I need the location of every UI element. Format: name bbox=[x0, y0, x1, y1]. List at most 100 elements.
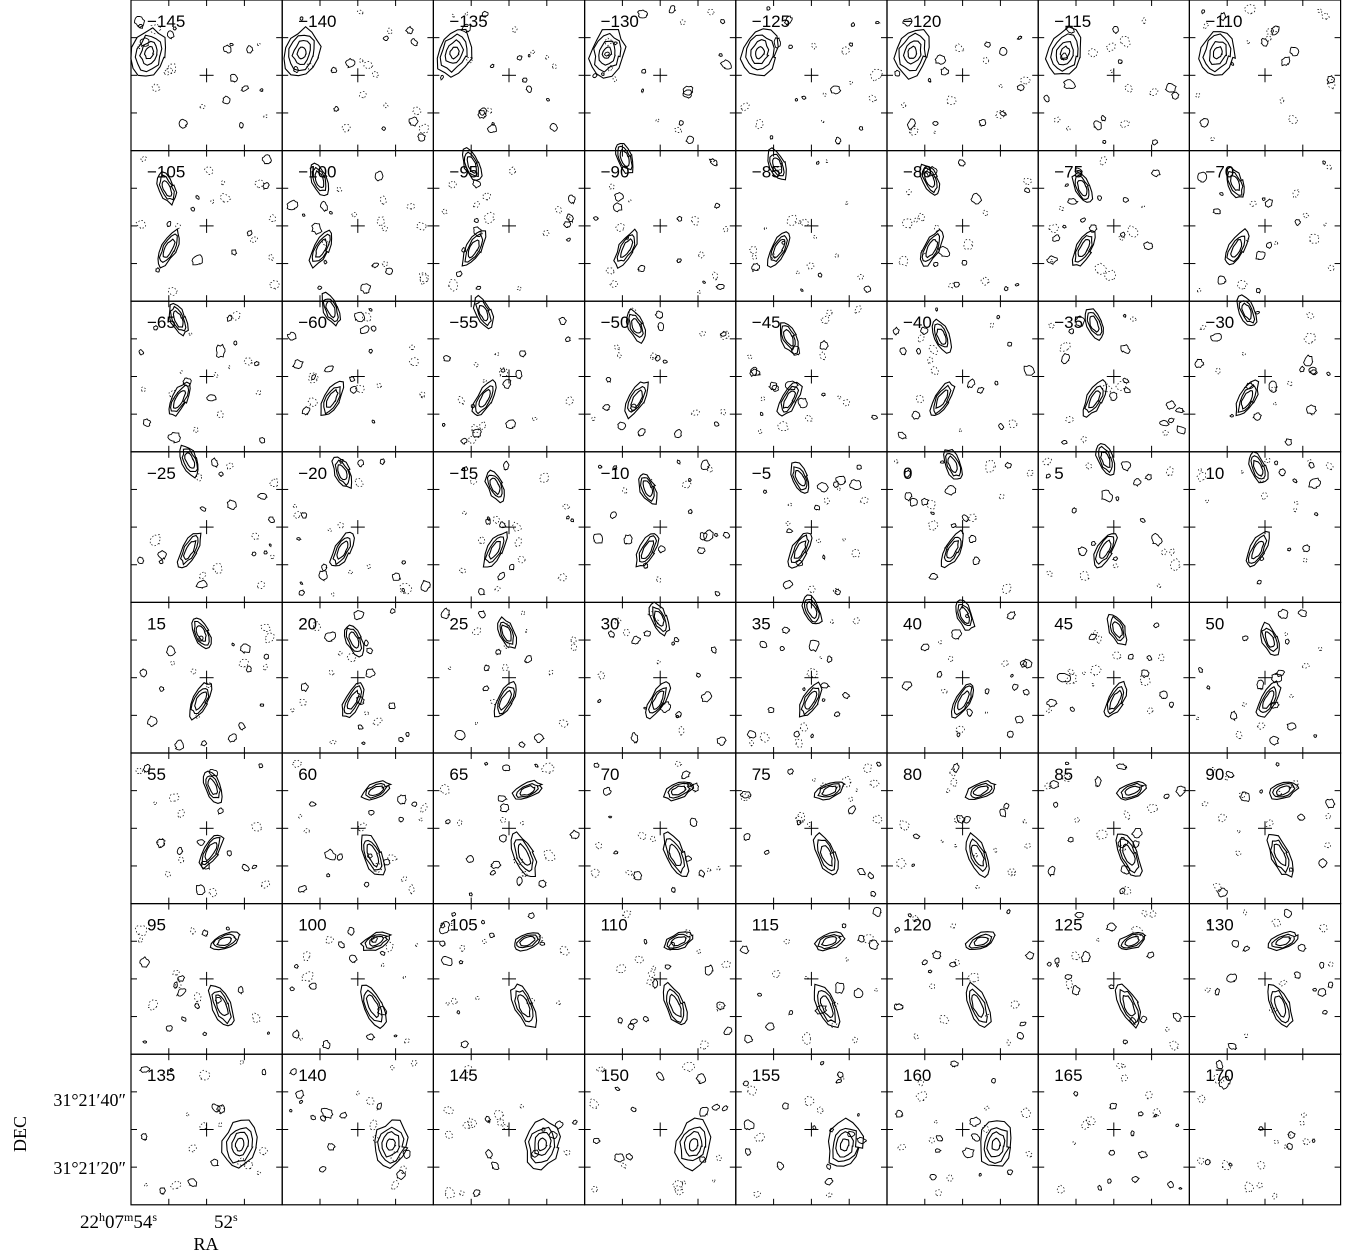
channel-panel: 50 bbox=[1188, 601, 1342, 754]
noise-contours bbox=[290, 608, 410, 745]
emission-contours bbox=[827, 1117, 865, 1167]
noise-contours bbox=[440, 10, 558, 133]
noise-contours bbox=[1196, 458, 1334, 585]
center-cross-marker bbox=[955, 971, 970, 986]
emission-contours bbox=[812, 781, 847, 876]
channel-velocity-label: 0 bbox=[903, 464, 912, 483]
panel-ticks bbox=[1189, 451, 1341, 603]
emission-contours bbox=[1114, 931, 1147, 1029]
channel-velocity-label: 45 bbox=[1054, 614, 1073, 633]
center-cross-marker bbox=[199, 670, 214, 685]
panel-ticks bbox=[1038, 451, 1190, 603]
emission-contours bbox=[1071, 171, 1096, 267]
emission-contours bbox=[919, 163, 945, 267]
channel-velocity-label: 5 bbox=[1054, 464, 1063, 483]
emission-contours bbox=[588, 28, 627, 79]
emission-contours bbox=[471, 294, 497, 417]
panel-ticks bbox=[282, 602, 434, 753]
channel-velocity-label: −60 bbox=[298, 313, 327, 332]
emission-contours bbox=[776, 322, 803, 417]
channel-velocity-label: −70 bbox=[1205, 163, 1234, 182]
center-cross-marker bbox=[502, 68, 516, 83]
panel-ticks bbox=[282, 903, 434, 1055]
panel-ticks bbox=[131, 903, 283, 1055]
center-cross-marker bbox=[955, 670, 970, 685]
noise-contours bbox=[739, 761, 883, 898]
channel-panel: −135 bbox=[432, 0, 586, 152]
panel-ticks bbox=[282, 150, 434, 302]
panel-ticks bbox=[1189, 753, 1341, 904]
channel-panel: −30 bbox=[1188, 294, 1342, 453]
channel-panel: −110 bbox=[1188, 0, 1342, 152]
panel-ticks bbox=[584, 602, 736, 753]
panel-ticks bbox=[735, 753, 887, 904]
noise-contours bbox=[291, 759, 428, 895]
noise-contours bbox=[1197, 1059, 1316, 1200]
panel-ticks bbox=[131, 0, 283, 151]
noise-contours bbox=[589, 1062, 729, 1196]
noise-contours bbox=[134, 925, 270, 1044]
panel-ticks bbox=[1038, 903, 1190, 1055]
noise-contours bbox=[137, 457, 279, 590]
channel-panel: −120 bbox=[886, 0, 1039, 152]
channel-velocity-label: 105 bbox=[449, 916, 477, 935]
emission-contours bbox=[1266, 781, 1300, 878]
emission-contours bbox=[674, 1117, 712, 1172]
channel-panel: −60 bbox=[281, 291, 435, 453]
emission-contours bbox=[1115, 780, 1148, 877]
center-cross-marker bbox=[350, 1122, 365, 1137]
channel-panel: 65 bbox=[432, 752, 586, 905]
noise-contours bbox=[1056, 1063, 1183, 1194]
emission-contours bbox=[813, 931, 846, 1029]
x-tick-label-1: 22h07m54s bbox=[80, 1210, 157, 1233]
emission-contours bbox=[374, 1119, 409, 1170]
panel-ticks bbox=[131, 602, 283, 753]
channel-panel: 140 bbox=[281, 1053, 435, 1206]
panel-ticks bbox=[1189, 1054, 1341, 1205]
channel-velocity-label: −140 bbox=[298, 12, 336, 31]
emission-contours bbox=[766, 147, 791, 268]
center-cross-marker bbox=[1258, 971, 1272, 986]
center-cross-marker bbox=[199, 821, 214, 836]
channel-panel: −55 bbox=[432, 294, 586, 453]
noise-contours bbox=[138, 311, 266, 444]
emission-contours bbox=[645, 601, 672, 720]
emission-contours bbox=[341, 624, 365, 719]
channel-velocity-label: −135 bbox=[449, 12, 487, 31]
channel-panel: 20 bbox=[281, 601, 435, 754]
panel-ticks bbox=[1189, 301, 1341, 452]
panel-ticks bbox=[1038, 753, 1190, 904]
panel-ticks bbox=[735, 0, 887, 151]
noise-contours bbox=[1043, 17, 1180, 146]
emission-contours bbox=[1082, 308, 1108, 418]
channel-panel: −35 bbox=[1037, 300, 1190, 453]
panel-ticks bbox=[584, 0, 736, 151]
noise-contours bbox=[892, 307, 1036, 440]
panel-ticks bbox=[735, 301, 887, 452]
panel-ticks bbox=[131, 753, 283, 904]
emission-contours bbox=[613, 143, 638, 269]
channel-panel: 15 bbox=[130, 601, 283, 754]
emission-contours bbox=[524, 1117, 561, 1171]
noise-contours bbox=[747, 305, 879, 435]
center-cross-marker bbox=[502, 821, 516, 836]
emission-contours bbox=[1245, 451, 1270, 568]
noise-contours bbox=[1204, 908, 1334, 1051]
panel-ticks bbox=[584, 150, 736, 302]
channel-velocity-label: 70 bbox=[601, 765, 620, 784]
channel-panel: −45 bbox=[735, 300, 888, 453]
noise-contours bbox=[439, 911, 570, 1049]
emission-contours bbox=[461, 146, 487, 267]
channel-velocity-label: −15 bbox=[449, 464, 478, 483]
channel-velocity-label: −100 bbox=[298, 163, 336, 182]
channel-panel: 120 bbox=[886, 902, 1039, 1055]
noise-contours bbox=[139, 623, 275, 751]
channel-velocity-label: −45 bbox=[752, 313, 781, 332]
channel-velocity-label: 60 bbox=[298, 765, 317, 784]
noise-contours bbox=[458, 460, 575, 596]
channel-velocity-label: −130 bbox=[601, 12, 639, 31]
channel-velocity-label: −80 bbox=[903, 163, 932, 182]
noise-contours bbox=[893, 908, 1035, 1046]
center-cross-marker bbox=[199, 520, 214, 535]
emission-contours bbox=[1044, 26, 1082, 75]
